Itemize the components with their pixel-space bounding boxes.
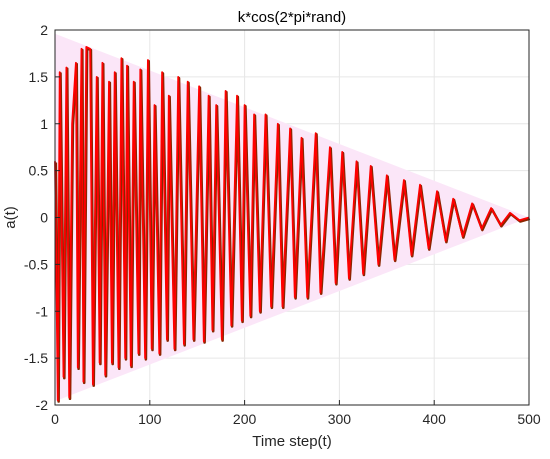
x-tick-label: 100 bbox=[138, 411, 162, 427]
series-line-shadow bbox=[54, 46, 531, 403]
y-tick-label: -2 bbox=[36, 397, 49, 413]
x-tick-label: 400 bbox=[423, 411, 447, 427]
x-tick-label: 500 bbox=[517, 411, 541, 427]
series-line bbox=[54, 46, 530, 402]
y-axis-label: a(t) bbox=[2, 206, 19, 229]
y-axis-ticks: -2 -1.5 -1 -0.5 0 0.5 1 1.5 2 bbox=[24, 22, 60, 413]
y-tick-label: 2 bbox=[40, 22, 48, 38]
x-axis-label: Time step(t) bbox=[252, 433, 331, 450]
y-tick-label: -1.5 bbox=[24, 350, 48, 366]
y-tick-label: 1 bbox=[40, 116, 48, 132]
x-axis-ticks: 0 100 200 300 400 500 bbox=[51, 400, 541, 427]
y-tick-label: -1 bbox=[36, 303, 49, 319]
y-tick-label: 1.5 bbox=[29, 69, 49, 85]
y-tick-label: -0.5 bbox=[24, 256, 48, 272]
y-tick-label: 0.5 bbox=[29, 163, 49, 179]
x-tick-label: 200 bbox=[233, 411, 257, 427]
x-tick-label: 0 bbox=[51, 411, 59, 427]
x-tick-label: 300 bbox=[328, 411, 352, 427]
y-tick-label: 0 bbox=[40, 210, 48, 226]
chart-title: k*cos(2*pi*rand) bbox=[238, 9, 346, 26]
